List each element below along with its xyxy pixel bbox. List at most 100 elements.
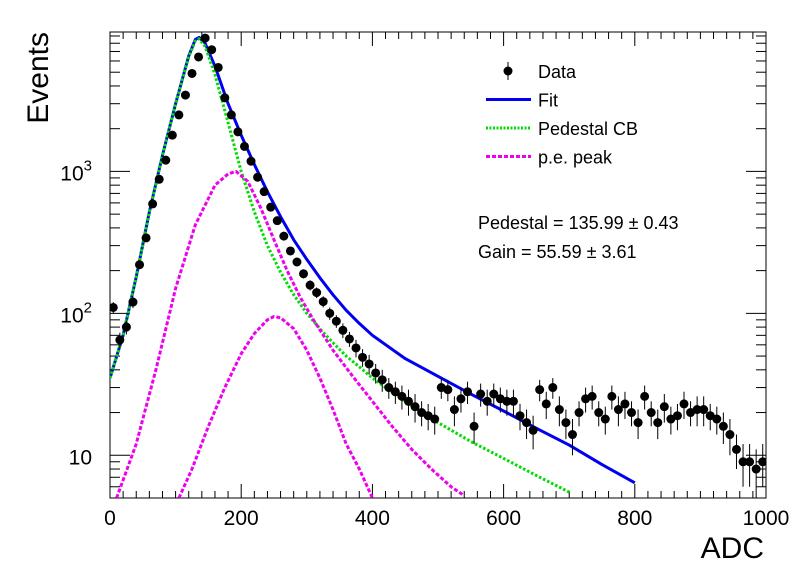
x-tick-label: 800	[617, 507, 652, 530]
data-point	[410, 402, 420, 412]
data-point	[548, 383, 558, 393]
data-point	[725, 430, 735, 440]
data-point	[587, 391, 597, 401]
data-point	[489, 389, 499, 399]
curve-p-e-peak	[177, 315, 374, 498]
legend-label: Fit	[538, 91, 558, 111]
data-point	[607, 391, 617, 401]
data-point	[620, 399, 630, 409]
data-point	[627, 408, 637, 418]
data-point	[430, 414, 440, 424]
y-axis-label: Events	[22, 32, 55, 124]
data-point	[299, 269, 309, 279]
data-point	[344, 334, 354, 344]
data-point	[128, 297, 138, 307]
y-tick-labels: 10 102 103	[60, 157, 92, 469]
data-point	[535, 385, 545, 395]
data-point	[331, 316, 341, 326]
data-point	[364, 359, 374, 369]
data-point	[148, 199, 158, 209]
data-point	[659, 402, 669, 412]
data-point	[161, 155, 171, 165]
legend: Data Fit Pedestal CB p.e. peak	[486, 62, 638, 168]
data-point	[338, 325, 348, 335]
data-point	[187, 68, 197, 78]
curve-p-e-peak	[115, 169, 466, 498]
data-point	[358, 352, 368, 362]
legend-label: p.e. peak	[538, 148, 613, 168]
data-point	[653, 418, 663, 428]
data-point	[712, 414, 722, 424]
data-point	[745, 457, 755, 467]
data-point	[482, 396, 492, 406]
data-point	[528, 425, 538, 435]
data-point	[594, 408, 604, 418]
y-tick-label: 103	[60, 157, 92, 185]
data-point	[213, 62, 223, 72]
data-point	[397, 391, 407, 401]
data-point	[613, 405, 623, 415]
fit-annotation: Gain = 55.59 ± 3.61	[478, 242, 637, 262]
data-point	[449, 405, 459, 415]
data-point	[174, 110, 184, 120]
x-tick-label: 400	[355, 507, 390, 530]
data-point	[239, 141, 249, 151]
data-point	[141, 233, 151, 243]
data-point	[522, 418, 532, 428]
data-point	[194, 52, 204, 62]
data-point	[377, 375, 387, 385]
data-point	[220, 93, 230, 103]
x-axis-label: ADC	[701, 532, 764, 565]
data-point	[731, 444, 741, 454]
data-point	[285, 246, 295, 256]
data-point	[456, 394, 466, 404]
data-point	[312, 288, 322, 298]
data-point	[679, 399, 689, 409]
data-point	[226, 110, 236, 120]
data-point	[351, 343, 361, 353]
data-point	[515, 411, 525, 421]
x-tick-label: 200	[224, 507, 259, 530]
data-point	[508, 396, 518, 406]
data-point	[567, 430, 577, 440]
data-point	[318, 297, 328, 307]
data-point	[718, 421, 728, 431]
data-point	[541, 399, 551, 409]
data-point	[463, 387, 473, 397]
data-point	[633, 418, 643, 428]
x-tick-label: 600	[486, 507, 521, 530]
x-tick-label: 0	[104, 507, 116, 530]
data-point	[272, 216, 282, 226]
y-tick-label: 102	[60, 299, 92, 327]
data-point	[121, 322, 131, 332]
data-point	[180, 90, 190, 100]
data-point	[758, 457, 766, 467]
x-tick-label: 1000	[743, 507, 790, 530]
fit-annotations: Pedestal = 135.99 ± 0.43 Gain = 55.59 ± 3…	[478, 213, 679, 262]
data-point	[259, 187, 269, 197]
data-point	[403, 396, 413, 406]
legend-label: Data	[538, 62, 577, 82]
data-point	[305, 280, 315, 290]
data-point	[502, 396, 512, 406]
data-point	[672, 411, 682, 421]
legend-label: Pedestal CB	[538, 119, 638, 139]
data-point	[561, 418, 571, 428]
data-point	[325, 308, 335, 318]
data-point	[135, 260, 145, 270]
data-point	[692, 405, 702, 415]
data-point	[476, 389, 486, 399]
data-point	[207, 45, 217, 55]
data-point	[167, 130, 177, 140]
legend-marker-data	[503, 66, 513, 76]
data-point	[600, 414, 610, 424]
data-point	[574, 408, 584, 418]
data-point	[292, 257, 302, 267]
data-point	[751, 464, 761, 474]
fit-annotation: Pedestal = 135.99 ± 0.43	[478, 213, 679, 233]
data-point	[554, 405, 564, 415]
data-point	[371, 368, 381, 378]
data-point	[246, 156, 256, 166]
data-point	[279, 231, 289, 241]
